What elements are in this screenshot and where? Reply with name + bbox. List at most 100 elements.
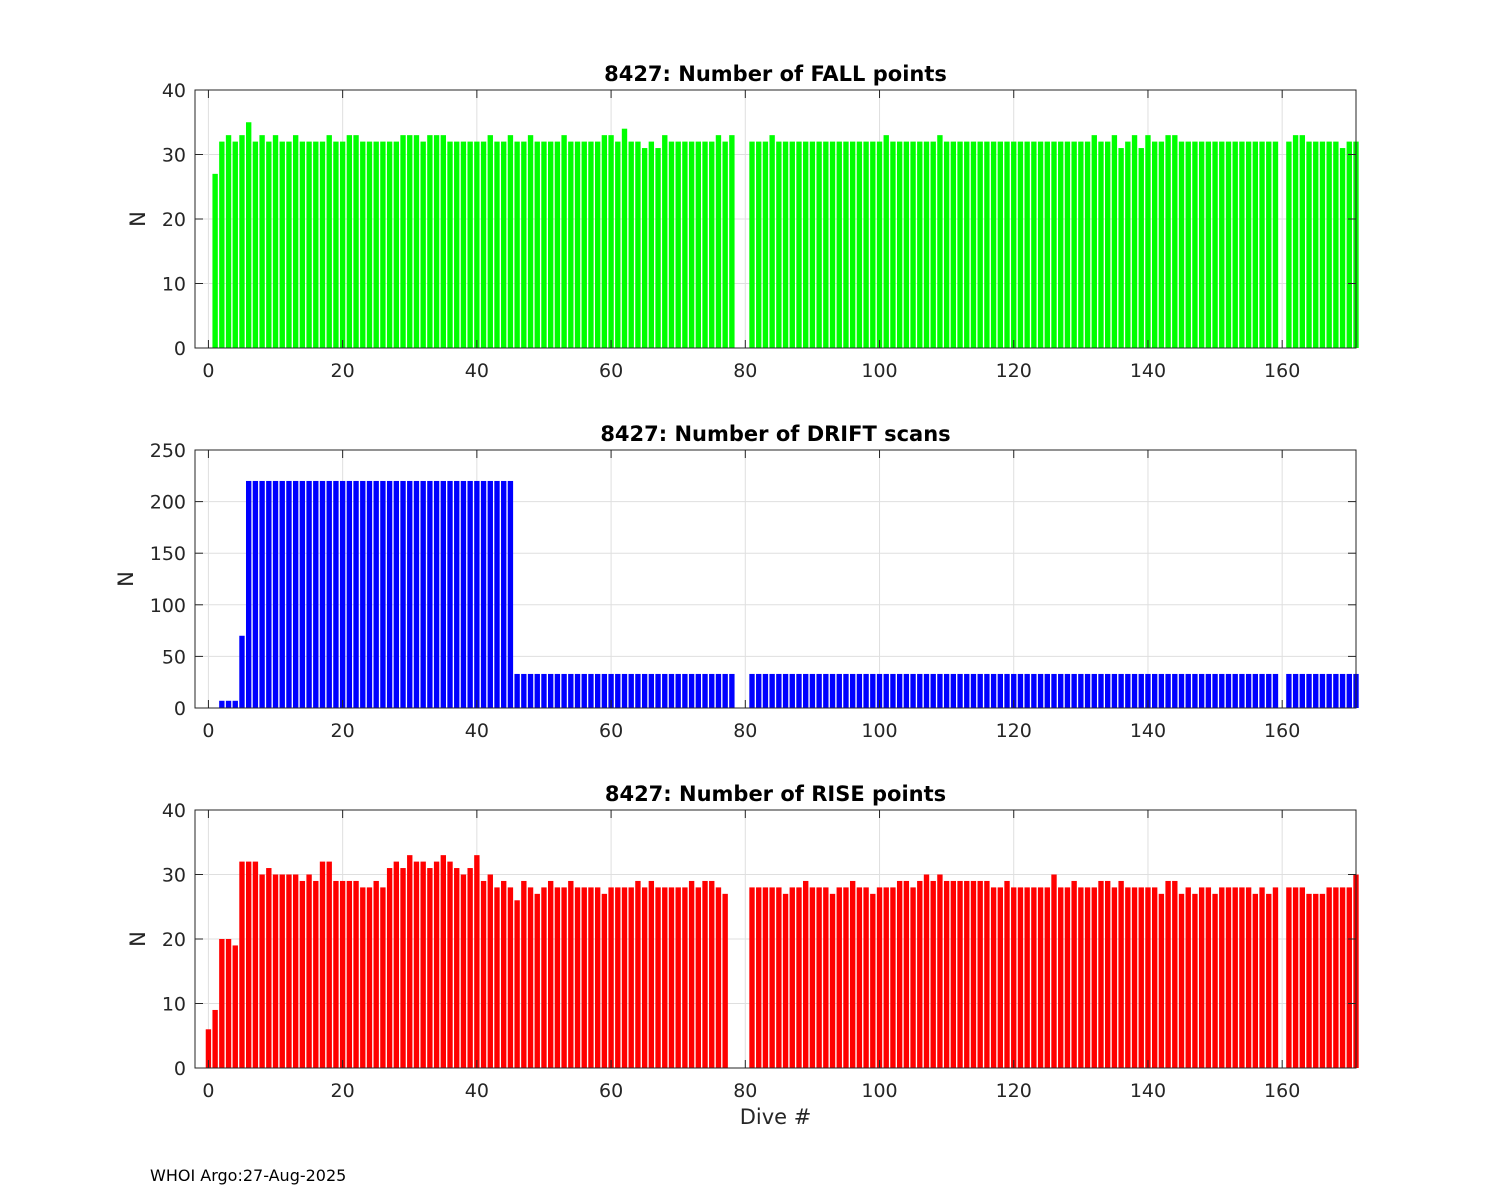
fall-bar	[601, 135, 608, 348]
rise-bar	[1178, 893, 1185, 1068]
rise-bar	[1326, 887, 1332, 1068]
rise-bar	[1031, 887, 1037, 1068]
rise-bar	[246, 861, 252, 1068]
drift-bar	[1219, 673, 1225, 708]
drift-bar	[594, 673, 601, 708]
fall-bar	[1011, 141, 1017, 348]
rise-chart-title: 8427: Number of RISE points	[605, 782, 946, 806]
rise-bar	[474, 855, 480, 1068]
drift-bar	[1192, 673, 1198, 708]
rise-bar	[1125, 887, 1131, 1068]
fall-bar	[501, 141, 507, 348]
fall-bar	[863, 141, 869, 348]
drift-bar	[789, 673, 795, 708]
fall-bar	[1266, 141, 1272, 348]
fall-bar	[212, 173, 218, 348]
fall-bar	[769, 135, 775, 348]
rise-bar	[621, 887, 628, 1068]
fall-bar	[246, 122, 252, 348]
fall-bar	[420, 141, 426, 348]
fall-bar	[608, 135, 614, 348]
rise-bar	[514, 900, 520, 1068]
rise-bar	[252, 861, 259, 1068]
fall-bar	[829, 141, 836, 348]
drift-bar	[1252, 673, 1259, 708]
rise-bar	[937, 874, 943, 1068]
rise-bar	[1333, 887, 1339, 1068]
drift-bar	[1131, 673, 1138, 708]
drift-bar	[1125, 673, 1131, 708]
drift-bar	[849, 673, 856, 708]
drift-bar	[1098, 673, 1104, 708]
fall-bar	[1165, 135, 1171, 348]
drift-bar	[722, 673, 728, 708]
fall-points-panel: 0 20 40 60 80 100 120 140 160 0 10 20 30 40 8427: Numb…	[126, 62, 1359, 382]
fall-bar	[1225, 141, 1232, 348]
rise-bar	[1058, 887, 1064, 1068]
drift-bar	[917, 673, 923, 708]
drift-bar	[380, 480, 386, 708]
drift-bar	[1165, 673, 1171, 708]
drift-bar	[393, 480, 400, 708]
drift-bar	[829, 673, 836, 708]
fall-bar	[749, 141, 755, 348]
drift-bar	[943, 673, 950, 708]
fall-bar	[1178, 141, 1185, 348]
rise-bar	[366, 887, 373, 1068]
rise-bar	[1259, 887, 1265, 1068]
rise-bar	[641, 887, 648, 1068]
fall-bar	[380, 141, 386, 348]
drift-bar	[1017, 673, 1024, 708]
fall-bar	[917, 141, 923, 348]
drift-bar	[970, 673, 977, 708]
fall-bar	[366, 141, 373, 348]
drift-bar	[225, 700, 232, 708]
rise-bar	[380, 887, 386, 1068]
drift-bar	[407, 480, 413, 708]
drift-bar	[910, 673, 916, 708]
drift-bar	[1178, 673, 1185, 708]
fall-bar	[702, 141, 708, 348]
fall-bar	[964, 141, 970, 348]
rise-bar	[675, 887, 681, 1068]
drift-bar	[1286, 673, 1292, 708]
rise-bar	[1219, 887, 1225, 1068]
fall-bar	[460, 141, 467, 348]
fall-x-tick-label: 0	[202, 360, 214, 382]
fall-bar	[823, 141, 829, 348]
rise-bar	[796, 887, 802, 1068]
rise-bar	[333, 880, 339, 1068]
drift-bar	[709, 673, 715, 708]
rise-bar	[688, 880, 695, 1068]
fall-x-tick-label: 100	[861, 360, 897, 382]
rise-bar	[467, 868, 473, 1068]
drift-chart-title: 8427: Number of DRIFT scans	[600, 422, 950, 446]
rise-bar	[386, 868, 393, 1068]
drift-bar	[1185, 673, 1191, 708]
drift-bar	[1339, 673, 1346, 708]
fall-bar	[339, 141, 346, 348]
rise-bar	[454, 868, 460, 1068]
drift-bar	[494, 480, 500, 708]
drift-bar	[870, 673, 876, 708]
drift-bar	[259, 480, 265, 708]
rise-bar	[420, 861, 426, 1068]
fall-bar	[1145, 135, 1151, 348]
rise-bar	[1225, 887, 1232, 1068]
rise-bar	[1037, 887, 1044, 1068]
rise-bar	[554, 887, 561, 1068]
rise-bar	[1071, 880, 1077, 1068]
fall-bar	[467, 141, 473, 348]
rise-bar	[212, 1009, 218, 1068]
rise-bar	[883, 887, 889, 1068]
fall-x-tick-label: 160	[1264, 360, 1300, 382]
rise-bar	[628, 887, 634, 1068]
drift-bar	[554, 673, 561, 708]
rise-bar	[1185, 887, 1191, 1068]
rise-bar	[809, 887, 816, 1068]
drift-bar	[339, 480, 346, 708]
rise-bar	[1051, 874, 1057, 1068]
drift-bar	[420, 480, 426, 708]
rise-bar	[501, 880, 507, 1068]
rise-bar	[574, 887, 581, 1068]
